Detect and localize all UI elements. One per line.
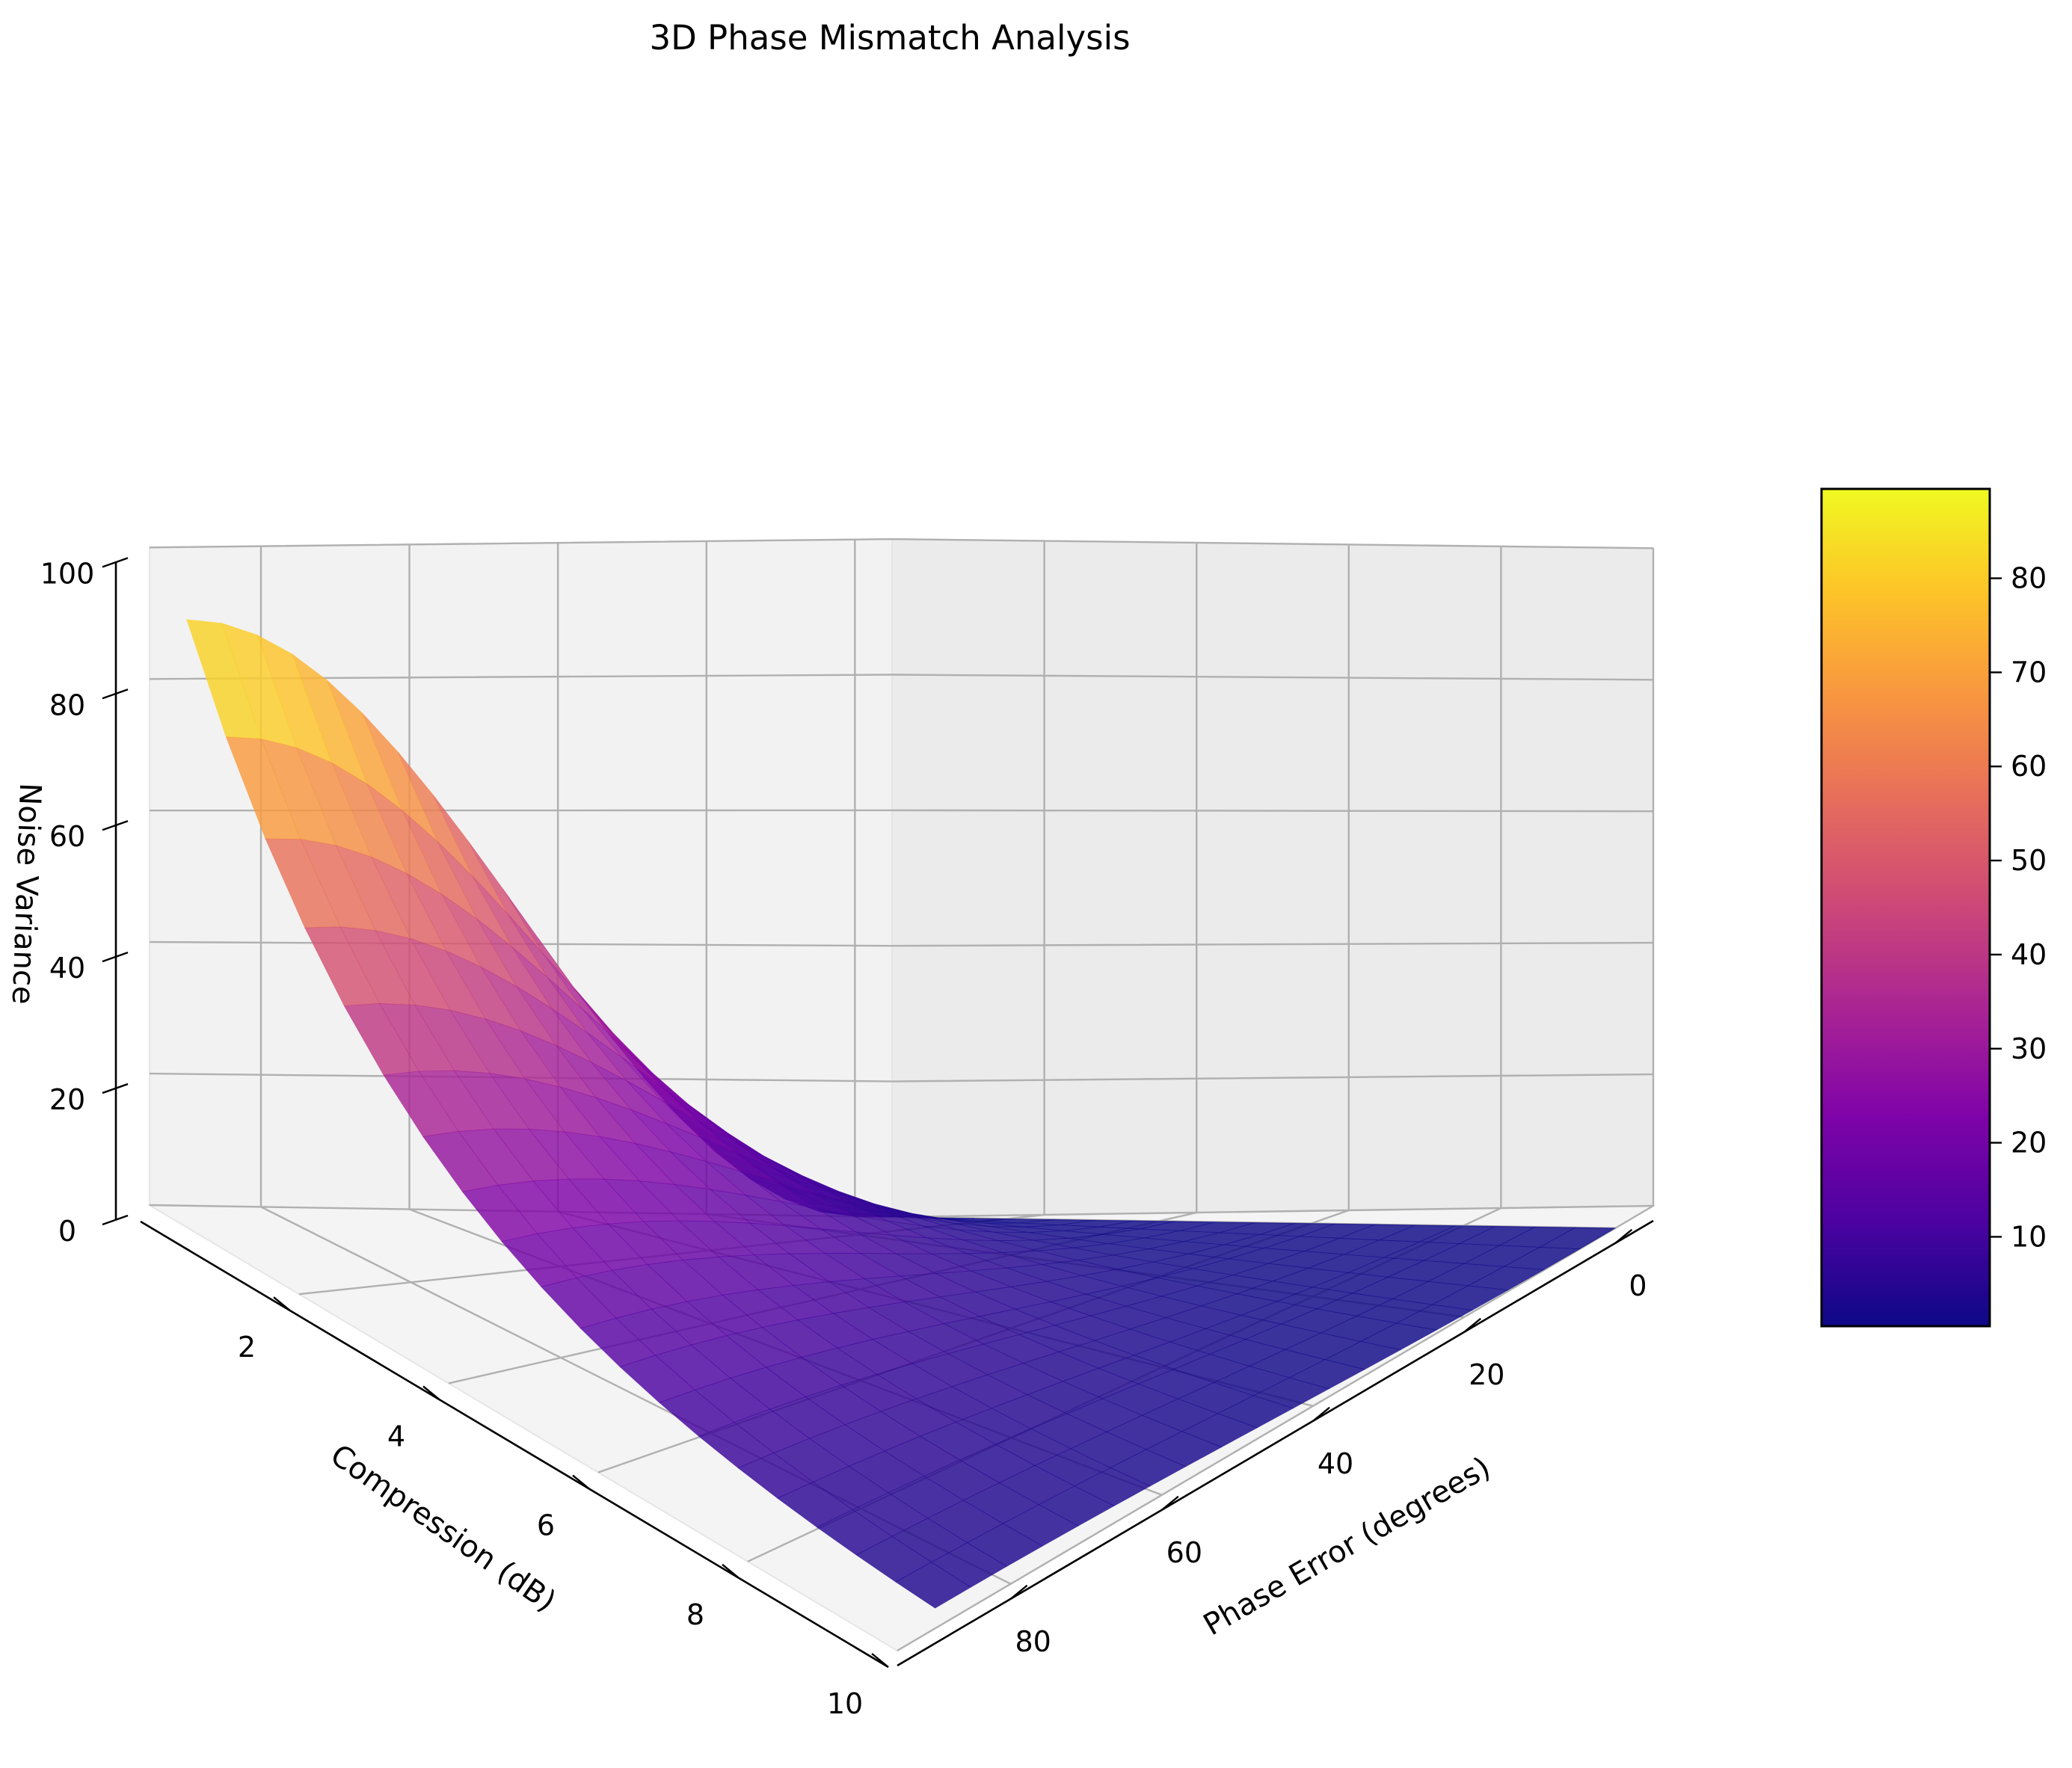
y-tick-label: 6 bbox=[537, 1509, 555, 1542]
colorbar-tick-label: 40 bbox=[2011, 938, 2047, 971]
z-tick bbox=[102, 557, 129, 568]
z-tick bbox=[102, 1082, 129, 1094]
x-tick bbox=[1312, 1406, 1330, 1422]
y-tick-label: 8 bbox=[686, 1598, 704, 1631]
x-axis-line bbox=[897, 1219, 1654, 1667]
colorbar-gradient bbox=[1820, 487, 1991, 1328]
pane-right bbox=[891, 538, 1654, 1219]
x-tick bbox=[1161, 1495, 1179, 1511]
y-tick-label: 2 bbox=[238, 1331, 256, 1364]
z-tick-label: 0 bbox=[58, 1215, 76, 1248]
z-tick-label: 20 bbox=[49, 1083, 85, 1116]
gridline-z bbox=[149, 538, 1654, 549]
z-axis-title: Noise Variance bbox=[5, 783, 47, 1005]
surface-patch bbox=[895, 1562, 972, 1609]
colorbar-tick-label: 30 bbox=[2011, 1032, 2047, 1065]
colorbar: 10 20 30 40 50 60 70 80 bbox=[1820, 487, 2047, 1328]
y-axis-line bbox=[140, 1220, 889, 1669]
y-tick bbox=[273, 1296, 291, 1312]
z-tick bbox=[102, 951, 129, 963]
x-tick-label: 60 bbox=[1166, 1536, 1202, 1569]
x-tick-label: 20 bbox=[1469, 1358, 1504, 1391]
y-tick-label: 10 bbox=[827, 1687, 863, 1720]
y-tick bbox=[871, 1653, 889, 1668]
colorbar-tick-label: 50 bbox=[2011, 844, 2047, 877]
z-tick-label: 80 bbox=[49, 689, 85, 721]
colorbar-tick-label: 60 bbox=[2011, 750, 2047, 783]
gridline-z bbox=[149, 674, 1654, 681]
y-tick-label: 4 bbox=[387, 1420, 405, 1453]
x-tick-label: 0 bbox=[1629, 1269, 1647, 1302]
z-tick-label: 100 bbox=[40, 557, 95, 590]
colorbar-tick-label: 10 bbox=[2011, 1220, 2047, 1253]
z-tick bbox=[102, 820, 129, 831]
surface-plot bbox=[186, 619, 1617, 1609]
colorbar-tick-label: 70 bbox=[2011, 656, 2047, 689]
colorbar-ticks: 10 20 30 40 50 60 70 80 bbox=[1990, 562, 2047, 1253]
y-tick bbox=[422, 1385, 440, 1401]
colorbar-tick-label: 20 bbox=[2011, 1127, 2047, 1159]
x-tick-label: 40 bbox=[1318, 1447, 1353, 1480]
z-tick bbox=[102, 1214, 129, 1226]
z-tick-label: 60 bbox=[49, 820, 85, 853]
chart-title: 3D Phase Mismatch Analysis bbox=[649, 18, 1130, 58]
colorbar-tick-label: 80 bbox=[2011, 562, 2047, 595]
y-tick bbox=[722, 1563, 740, 1579]
x-tick bbox=[1009, 1584, 1028, 1600]
z-tick bbox=[102, 689, 129, 700]
x-tick bbox=[1463, 1317, 1482, 1333]
z-tick-label: 40 bbox=[49, 952, 85, 985]
y-axis-title: Compression (dB) bbox=[324, 1438, 562, 1618]
x-tick bbox=[1614, 1228, 1633, 1244]
y-tick bbox=[572, 1474, 590, 1490]
axis-lines bbox=[114, 562, 1654, 1669]
x-tick-label: 80 bbox=[1015, 1625, 1051, 1658]
